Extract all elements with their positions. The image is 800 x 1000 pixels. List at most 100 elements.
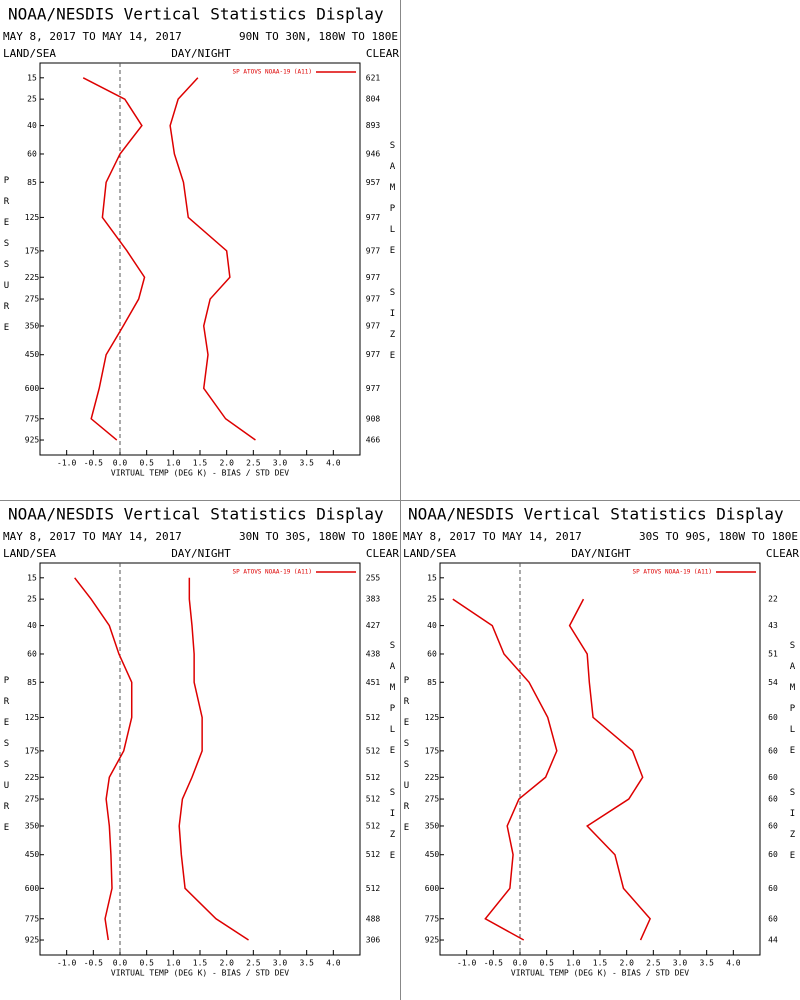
sample-size-label: 977 [366, 273, 381, 282]
title: NOAA/NESDIS Vertical Statistics Display [8, 5, 384, 24]
corner-label: LAND/SEA [403, 547, 456, 560]
y-tick-label: 40 [27, 621, 37, 630]
sample-size-label: 977 [366, 246, 381, 255]
y-axis-label: PRESSURE [402, 676, 412, 844]
x-tick-label: 0.0 [513, 959, 528, 968]
y-tick-label: 40 [27, 121, 37, 130]
bias-line [82, 77, 146, 441]
y-tick-label: 60 [427, 649, 437, 658]
sample-size-label: 383 [366, 595, 381, 604]
x-tick-label: 4.0 [326, 459, 341, 468]
x-tick-label: 0.5 [139, 959, 154, 968]
y-tick-label: 125 [425, 713, 440, 722]
corner-label: LAND/SEA [3, 47, 56, 60]
y-tick-label: 225 [25, 273, 40, 282]
x-tick-label: -1.0 [57, 959, 76, 968]
std-dev-line [568, 598, 652, 941]
sample-size-label: 60 [768, 821, 778, 830]
sample-size-label: 512 [366, 773, 381, 782]
y-tick-label: 60 [27, 149, 37, 158]
sample-size-label: 512 [366, 795, 381, 804]
y-tick-label: 350 [425, 821, 440, 830]
region: 90N TO 30N, 180W TO 180E [239, 30, 398, 43]
x-tick-label: -0.5 [84, 959, 103, 968]
sample-size-label: 512 [366, 850, 381, 859]
x-tick-label: 4.0 [326, 959, 341, 968]
x-tick-label: 0.5 [539, 959, 554, 968]
y-tick-label: 85 [427, 678, 437, 687]
sample-size-label: 512 [366, 713, 381, 722]
x-tick-label: 4.0 [726, 959, 741, 968]
y-tick-label: 775 [25, 414, 40, 423]
sample-size-label: 54 [768, 678, 778, 687]
y-tick-label: 225 [425, 773, 440, 782]
x-axis-label: VIRTUAL TEMP (DEG K) - BIAS / STD DEV [111, 469, 289, 478]
sample-size-label: 512 [366, 821, 381, 830]
sample-size-label: 60 [768, 850, 778, 859]
subtitle: MAY 8, 2017 TO MAY 14, 2017 [3, 530, 182, 543]
legend-label: SP ATOVS NOAA-19 (A11) [233, 569, 312, 576]
y-tick-label: 40 [427, 621, 437, 630]
panel: NOAA/NESDIS Vertical Statistics Display M… [2, 505, 400, 978]
y-tick-label: 925 [425, 936, 440, 945]
sample-size-label: 957 [366, 178, 381, 187]
y-tick-label: 175 [25, 246, 40, 255]
x-tick-label: 0.5 [139, 459, 154, 468]
sample-size-label: 60 [768, 914, 778, 923]
y-tick-label: 600 [25, 884, 40, 893]
x-tick-label: -1.0 [57, 459, 76, 468]
y-tick-label: 275 [25, 795, 40, 804]
corner-label: CLEAR [366, 47, 399, 60]
legend-label: SP ATOVS NOAA-19 (A11) [633, 569, 712, 576]
y2-axis-label: SAMPLE SIZE [388, 641, 398, 872]
y-tick-label: 125 [25, 213, 40, 222]
x-tick-label: 2.5 [246, 959, 261, 968]
corner-label: CLEAR [766, 547, 799, 560]
y-tick-label: 225 [25, 773, 40, 782]
subtitle: MAY 8, 2017 TO MAY 14, 2017 [403, 530, 582, 543]
corner-label: DAY/NIGHT [571, 547, 631, 560]
sample-size-label: 60 [768, 884, 778, 893]
corner-label: DAY/NIGHT [171, 47, 231, 60]
sample-size-label: 621 [366, 73, 381, 82]
sample-size-label: 60 [768, 713, 778, 722]
y-tick-label: 85 [27, 178, 37, 187]
x-tick-label: 3.0 [273, 959, 288, 968]
sample-size-label: 804 [366, 95, 381, 104]
y-tick-label: 775 [425, 914, 440, 923]
x-axis-label: VIRTUAL TEMP (DEG K) - BIAS / STD DEV [111, 969, 289, 978]
x-tick-label: -1.0 [457, 959, 476, 968]
y-tick-label: 25 [27, 95, 37, 104]
sample-size-label: 977 [366, 295, 381, 304]
y-tick-label: 15 [27, 73, 37, 82]
x-tick-label: -0.5 [84, 459, 103, 468]
sample-size-label: 466 [366, 436, 381, 445]
sample-size-label: 43 [768, 621, 778, 630]
x-tick-label: 0.0 [113, 459, 128, 468]
sample-size-label: 44 [768, 936, 778, 945]
y-tick-label: 275 [25, 295, 40, 304]
y-tick-label: 600 [25, 384, 40, 393]
x-tick-label: 1.0 [166, 959, 181, 968]
corner-label: LAND/SEA [3, 547, 56, 560]
sample-size-label: 438 [366, 649, 381, 658]
y-tick-label: 25 [427, 595, 437, 604]
x-tick-label: 1.5 [593, 959, 608, 968]
sample-size-label: 908 [366, 414, 381, 423]
y-tick-label: 450 [25, 850, 40, 859]
y-tick-label: 15 [27, 573, 37, 582]
x-tick-label: 2.5 [646, 959, 661, 968]
sample-size-label: 427 [366, 621, 381, 630]
x-tick-label: 3.0 [673, 959, 688, 968]
x-axis-label: VIRTUAL TEMP (DEG K) - BIAS / STD DEV [511, 969, 689, 978]
y-tick-label: 350 [25, 321, 40, 330]
sample-size-label: 977 [366, 213, 381, 222]
sample-size-label: 60 [768, 795, 778, 804]
x-tick-label: 0.0 [113, 959, 128, 968]
panel: NOAA/NESDIS Vertical Statistics Display M… [402, 505, 800, 978]
sample-size-label: 60 [768, 773, 778, 782]
sample-size-label: 451 [366, 678, 381, 687]
std-dev-line [169, 77, 256, 441]
x-tick-label: 1.0 [166, 459, 181, 468]
